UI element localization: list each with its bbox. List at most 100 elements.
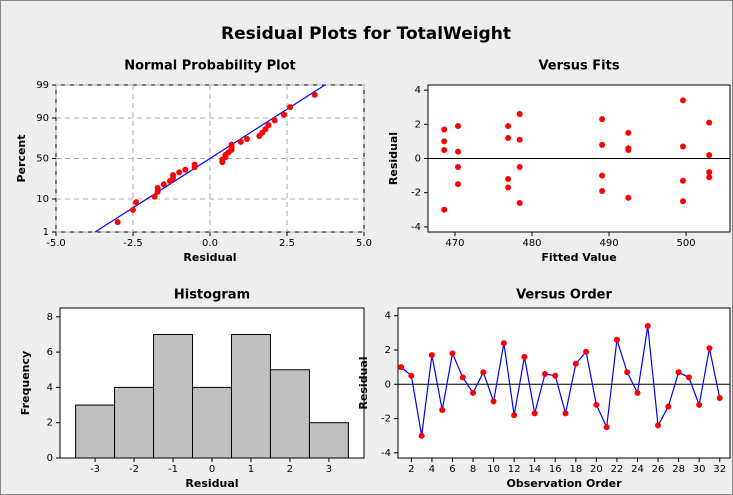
x-tick-label: 18 <box>569 464 582 475</box>
point <box>133 199 140 206</box>
point <box>665 403 672 410</box>
x-tick-label: 2 <box>408 464 414 475</box>
point <box>706 119 713 126</box>
x-tick-label: 20 <box>590 464 603 475</box>
point <box>441 206 448 213</box>
point <box>603 424 610 431</box>
point <box>505 123 512 130</box>
x-tick-label: 22 <box>611 464 624 475</box>
x-tick-label: 1 <box>248 464 254 475</box>
point <box>552 372 559 379</box>
y-axis-label: Residual <box>387 132 400 185</box>
point <box>439 407 446 413</box>
point <box>441 126 448 133</box>
point <box>418 432 425 439</box>
point <box>613 336 620 343</box>
y-tick-label: 8 <box>47 312 53 323</box>
x-tick-label: 2 <box>287 464 293 475</box>
point <box>428 352 435 359</box>
point <box>624 369 631 376</box>
x-tick-label: 14 <box>528 464 541 475</box>
x-tick-label: 0 <box>209 464 215 475</box>
y-tick-label: 10 <box>36 194 49 205</box>
point <box>599 116 606 123</box>
point <box>531 410 538 417</box>
y-tick-label: 4 <box>47 382 53 393</box>
point <box>151 193 158 200</box>
y-axis-label: Frequency <box>19 351 32 415</box>
point <box>680 97 687 104</box>
point <box>583 348 590 355</box>
plot-area <box>397 307 731 459</box>
panel-title: Normal Probability Plot <box>124 59 296 74</box>
point <box>455 164 462 171</box>
x-tick-label: 2.5 <box>279 238 295 249</box>
y-tick-label: 0 <box>415 154 421 165</box>
x-tick-label: 10 <box>487 464 500 475</box>
point <box>706 345 713 352</box>
x-tick-label: 24 <box>631 464 644 475</box>
point <box>505 134 512 141</box>
x-tick-label: 5.0 <box>356 238 372 249</box>
x-tick-label: 3 <box>326 464 332 475</box>
y-tick-label: 0 <box>47 453 53 464</box>
point <box>228 141 235 148</box>
histogram-bar <box>75 404 116 459</box>
panel-title: Versus Order <box>516 288 612 303</box>
y-tick-label: 99 <box>36 80 49 91</box>
point <box>706 169 713 176</box>
point <box>562 410 569 417</box>
point <box>685 374 692 381</box>
y-tick-label: -2 <box>381 414 391 425</box>
y-tick-label: 90 <box>36 113 49 124</box>
x-tick-label: 12 <box>508 464 521 475</box>
point <box>114 219 121 226</box>
point <box>680 143 687 150</box>
x-tick-label: 26 <box>652 464 665 475</box>
x-tick-label: -2.5 <box>123 238 143 249</box>
point <box>680 198 687 205</box>
y-tick-label: 6 <box>47 347 53 358</box>
panel-title: Histogram <box>174 288 250 303</box>
point <box>191 161 198 168</box>
point <box>455 123 462 130</box>
y-tick-label: -4 <box>411 222 421 233</box>
point <box>287 104 294 111</box>
point <box>505 184 512 191</box>
point <box>160 181 167 188</box>
point <box>625 146 632 153</box>
point <box>170 172 177 179</box>
point <box>511 412 518 419</box>
x-axis-label: Residual <box>185 477 238 490</box>
point <box>398 364 405 371</box>
x-tick-label: 32 <box>713 464 726 475</box>
x-tick-label: -3 <box>90 464 100 475</box>
histogram-bar <box>269 369 310 459</box>
point <box>516 199 523 206</box>
y-tick-label: 50 <box>36 154 49 165</box>
point <box>176 169 183 176</box>
point <box>516 111 523 118</box>
point <box>625 129 632 136</box>
point <box>541 371 548 377</box>
y-tick-label: 4 <box>385 311 391 322</box>
point <box>271 117 278 124</box>
point <box>675 369 682 376</box>
point <box>449 350 456 357</box>
point <box>599 187 606 194</box>
histogram-bar <box>308 422 349 459</box>
point <box>500 340 507 347</box>
y-tick-label: 2 <box>47 418 53 429</box>
x-tick-label: 28 <box>672 464 685 475</box>
x-tick-label: 6 <box>449 464 455 475</box>
point <box>455 148 462 155</box>
x-tick-label: 30 <box>693 464 706 475</box>
point <box>441 138 448 145</box>
point <box>644 323 651 329</box>
point <box>459 374 466 381</box>
point <box>680 177 687 184</box>
point <box>634 389 641 396</box>
histogram-bar <box>192 386 232 459</box>
point <box>599 172 606 179</box>
point <box>280 111 287 118</box>
